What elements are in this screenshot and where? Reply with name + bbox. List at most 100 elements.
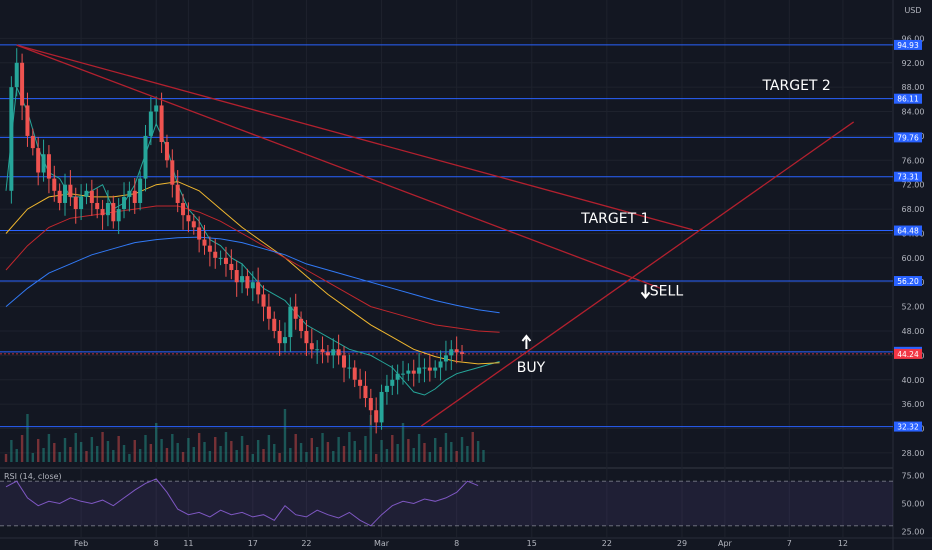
candle-body (336, 349, 341, 356)
volume-bar (63, 438, 67, 462)
candle-body (218, 257, 223, 259)
volume-bar (240, 436, 244, 462)
candle-body (282, 337, 287, 344)
volume-bar (401, 423, 405, 462)
time-tick-label: 29 (677, 539, 687, 548)
volume-bar (396, 444, 399, 462)
candle-body (68, 184, 73, 197)
candle-body (288, 306, 293, 338)
price-level-badge-label: 73.31 (897, 173, 919, 182)
annotation-label[interactable]: TARGET 2 (761, 78, 830, 94)
price-tick-label: 84.00 (902, 108, 925, 117)
rsi-pane (0, 478, 893, 527)
time-tick-label: 7 (787, 539, 792, 548)
candle-body (132, 190, 137, 203)
volume-bar (96, 446, 99, 462)
volume-bar (353, 441, 356, 462)
price-level-badge-label: 94.93 (897, 41, 919, 50)
candle-body (341, 355, 346, 368)
price-tick-label: 52.00 (902, 303, 925, 312)
price-level-badge (894, 421, 922, 432)
volume-bar (267, 435, 271, 462)
candle-body (250, 282, 255, 289)
candle-body (25, 105, 30, 136)
candle-body (154, 105, 159, 112)
volume-bar (482, 450, 485, 462)
candle-body (272, 318, 277, 331)
price-tick-label: 60.00 (902, 254, 925, 263)
candle-body (127, 190, 132, 197)
trendline[interactable] (420, 121, 855, 427)
time-tick-label: 17 (248, 539, 258, 548)
volume-bar (262, 449, 265, 462)
volume-bar (53, 443, 56, 462)
time-tick-label: 8 (454, 539, 459, 548)
trendline[interactable] (16, 44, 693, 231)
candle-body (331, 349, 336, 356)
volume-bar (434, 438, 437, 462)
candle-body (358, 379, 363, 386)
time-tick-label: 12 (838, 539, 848, 548)
candle-body (143, 135, 148, 179)
annotation-label[interactable]: TARGET 1 (580, 211, 649, 227)
volume-bar (79, 442, 83, 462)
candle-body (223, 257, 228, 264)
candle-body (293, 306, 298, 319)
volume-bar (476, 441, 480, 462)
candle-body (164, 142, 169, 161)
volume-bar (214, 437, 217, 462)
candle-body (213, 251, 218, 258)
volume-bar (176, 443, 179, 462)
volume-bar (348, 432, 351, 462)
candle-body (73, 196, 78, 210)
volume-bar (364, 436, 367, 462)
candle-body (449, 349, 454, 356)
rsi-line (5, 478, 479, 527)
annotation-label[interactable]: BUY (517, 360, 546, 376)
candle-body (438, 361, 443, 368)
time-tick-label: 8 (154, 539, 159, 548)
price-level-badge (894, 132, 922, 143)
candle-body (41, 154, 46, 173)
candle-body (36, 148, 41, 173)
price-tick-label: 40.00 (902, 376, 925, 385)
price-level-badge (894, 276, 922, 287)
volume-bar (337, 437, 340, 462)
volume-bar (160, 439, 163, 462)
candle-body (325, 352, 330, 356)
time-tick-label: 22 (602, 539, 612, 548)
volume-bar (342, 446, 346, 462)
price-level-badge (894, 171, 922, 182)
volume-bar (36, 439, 40, 462)
volume-bar (273, 444, 276, 462)
trendlines[interactable] (16, 44, 855, 427)
candle-body (30, 135, 35, 149)
time-tick-label: 15 (527, 539, 537, 548)
volume-bar (374, 454, 378, 462)
volume-bar (15, 449, 18, 462)
annotations[interactable]: TARGET 2 TARGET 1 SELL BUY (517, 78, 831, 376)
annotation-label[interactable]: SELL (650, 284, 684, 300)
price-tick-label: 76.00 (902, 156, 925, 165)
price-level-badge-label: 32.32 (897, 423, 919, 432)
candle-body (202, 239, 207, 246)
volume-bar (26, 414, 29, 462)
volume-bar (332, 451, 335, 462)
time-axis[interactable]: Feb 8 11 17 22 Mar 8 15 22 29 Apr 7 12 (74, 539, 848, 548)
candle-body (14, 62, 19, 88)
trendline[interactable] (16, 44, 661, 289)
horizontal-levels[interactable] (0, 44, 893, 428)
volume-bar (305, 452, 308, 462)
candle-body (207, 245, 212, 252)
candle-body (368, 398, 373, 411)
volume-bar (90, 437, 94, 462)
candle-body (138, 178, 143, 203)
volume-bar (165, 448, 169, 462)
volume-bar (181, 452, 185, 462)
candle-body (159, 105, 164, 143)
volume-bar (58, 452, 61, 462)
volume-bar (10, 440, 13, 462)
price-tick-label: 28.00 (902, 449, 925, 458)
candle-body (52, 178, 57, 191)
